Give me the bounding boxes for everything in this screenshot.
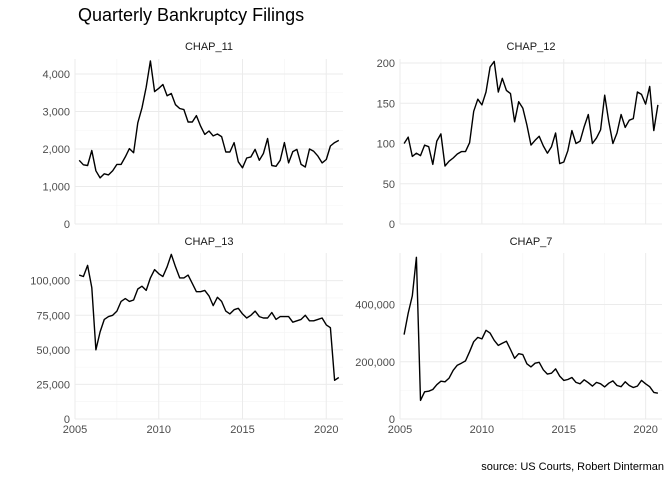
x-tick-label: 2010 <box>147 424 171 436</box>
y-tick-label: 200,000 <box>355 357 395 369</box>
y-tick-label: 4,000 <box>42 69 70 81</box>
y-tick-label: 25,000 <box>36 379 70 391</box>
chart-caption: source: US Courts, Robert Dinterman <box>481 461 664 473</box>
y-tick-label: 2,000 <box>42 144 70 156</box>
x-tick-label: 2005 <box>388 424 412 436</box>
y-tick-label: 50,000 <box>36 345 70 357</box>
facet-strip-label: CHAP_12 <box>507 41 556 53</box>
y-tick-label: 75,000 <box>36 310 70 322</box>
y-tick-label: 100,000 <box>30 276 70 288</box>
series-line-chap-7 <box>403 256 659 402</box>
series-line-chap-11 <box>78 60 340 179</box>
y-tick-label: 400,000 <box>355 300 395 312</box>
panel-chap-12: 0 50 100 150 200 CHAP_12 <box>377 41 662 231</box>
x-tick-label: 2020 <box>314 424 338 436</box>
panels: 0 1,000 2,000 3,000 4,000 CHAP_11 0 50 100 150 200… <box>30 41 662 436</box>
x-tick-label: 2010 <box>470 424 494 436</box>
y-tick-label: 0 <box>389 219 395 231</box>
x-tick-label: 2015 <box>230 424 254 436</box>
x-tick-label: 2005 <box>63 424 87 436</box>
y-tick-label: 1,000 <box>42 182 70 194</box>
chart-title: Quarterly Bankruptcy Filings <box>78 5 304 25</box>
panel-chap-13: 0 25,000 50,000 75,000 100,000 2005 2010 2015 20… <box>30 236 343 436</box>
facet-strip-label: CHAP_7 <box>510 236 553 248</box>
facet-strip-label: CHAP_13 <box>185 236 234 248</box>
y-tick-label: 3,000 <box>42 107 70 119</box>
y-tick-label: 150 <box>377 98 395 110</box>
facet-strip-label: CHAP_11 <box>185 41 233 53</box>
y-tick-label: 0 <box>389 414 395 426</box>
y-tick-label: 0 <box>64 219 70 231</box>
y-tick-label: 200 <box>377 58 395 70</box>
x-tick-label: 2015 <box>552 424 576 436</box>
series-line-chap-13 <box>78 253 340 381</box>
y-tick-label: 50 <box>383 179 395 191</box>
y-tick-label: 100 <box>377 139 395 151</box>
y-tick-label: 0 <box>64 414 70 426</box>
panel-chap-11: 0 1,000 2,000 3,000 4,000 CHAP_11 <box>42 41 343 231</box>
series-line-chap-12 <box>403 60 659 167</box>
panel-chap-7: 0 200,000 400,000 2005 2010 2015 2020 CHAP_7 <box>355 236 662 436</box>
x-tick-label: 2020 <box>633 424 657 436</box>
